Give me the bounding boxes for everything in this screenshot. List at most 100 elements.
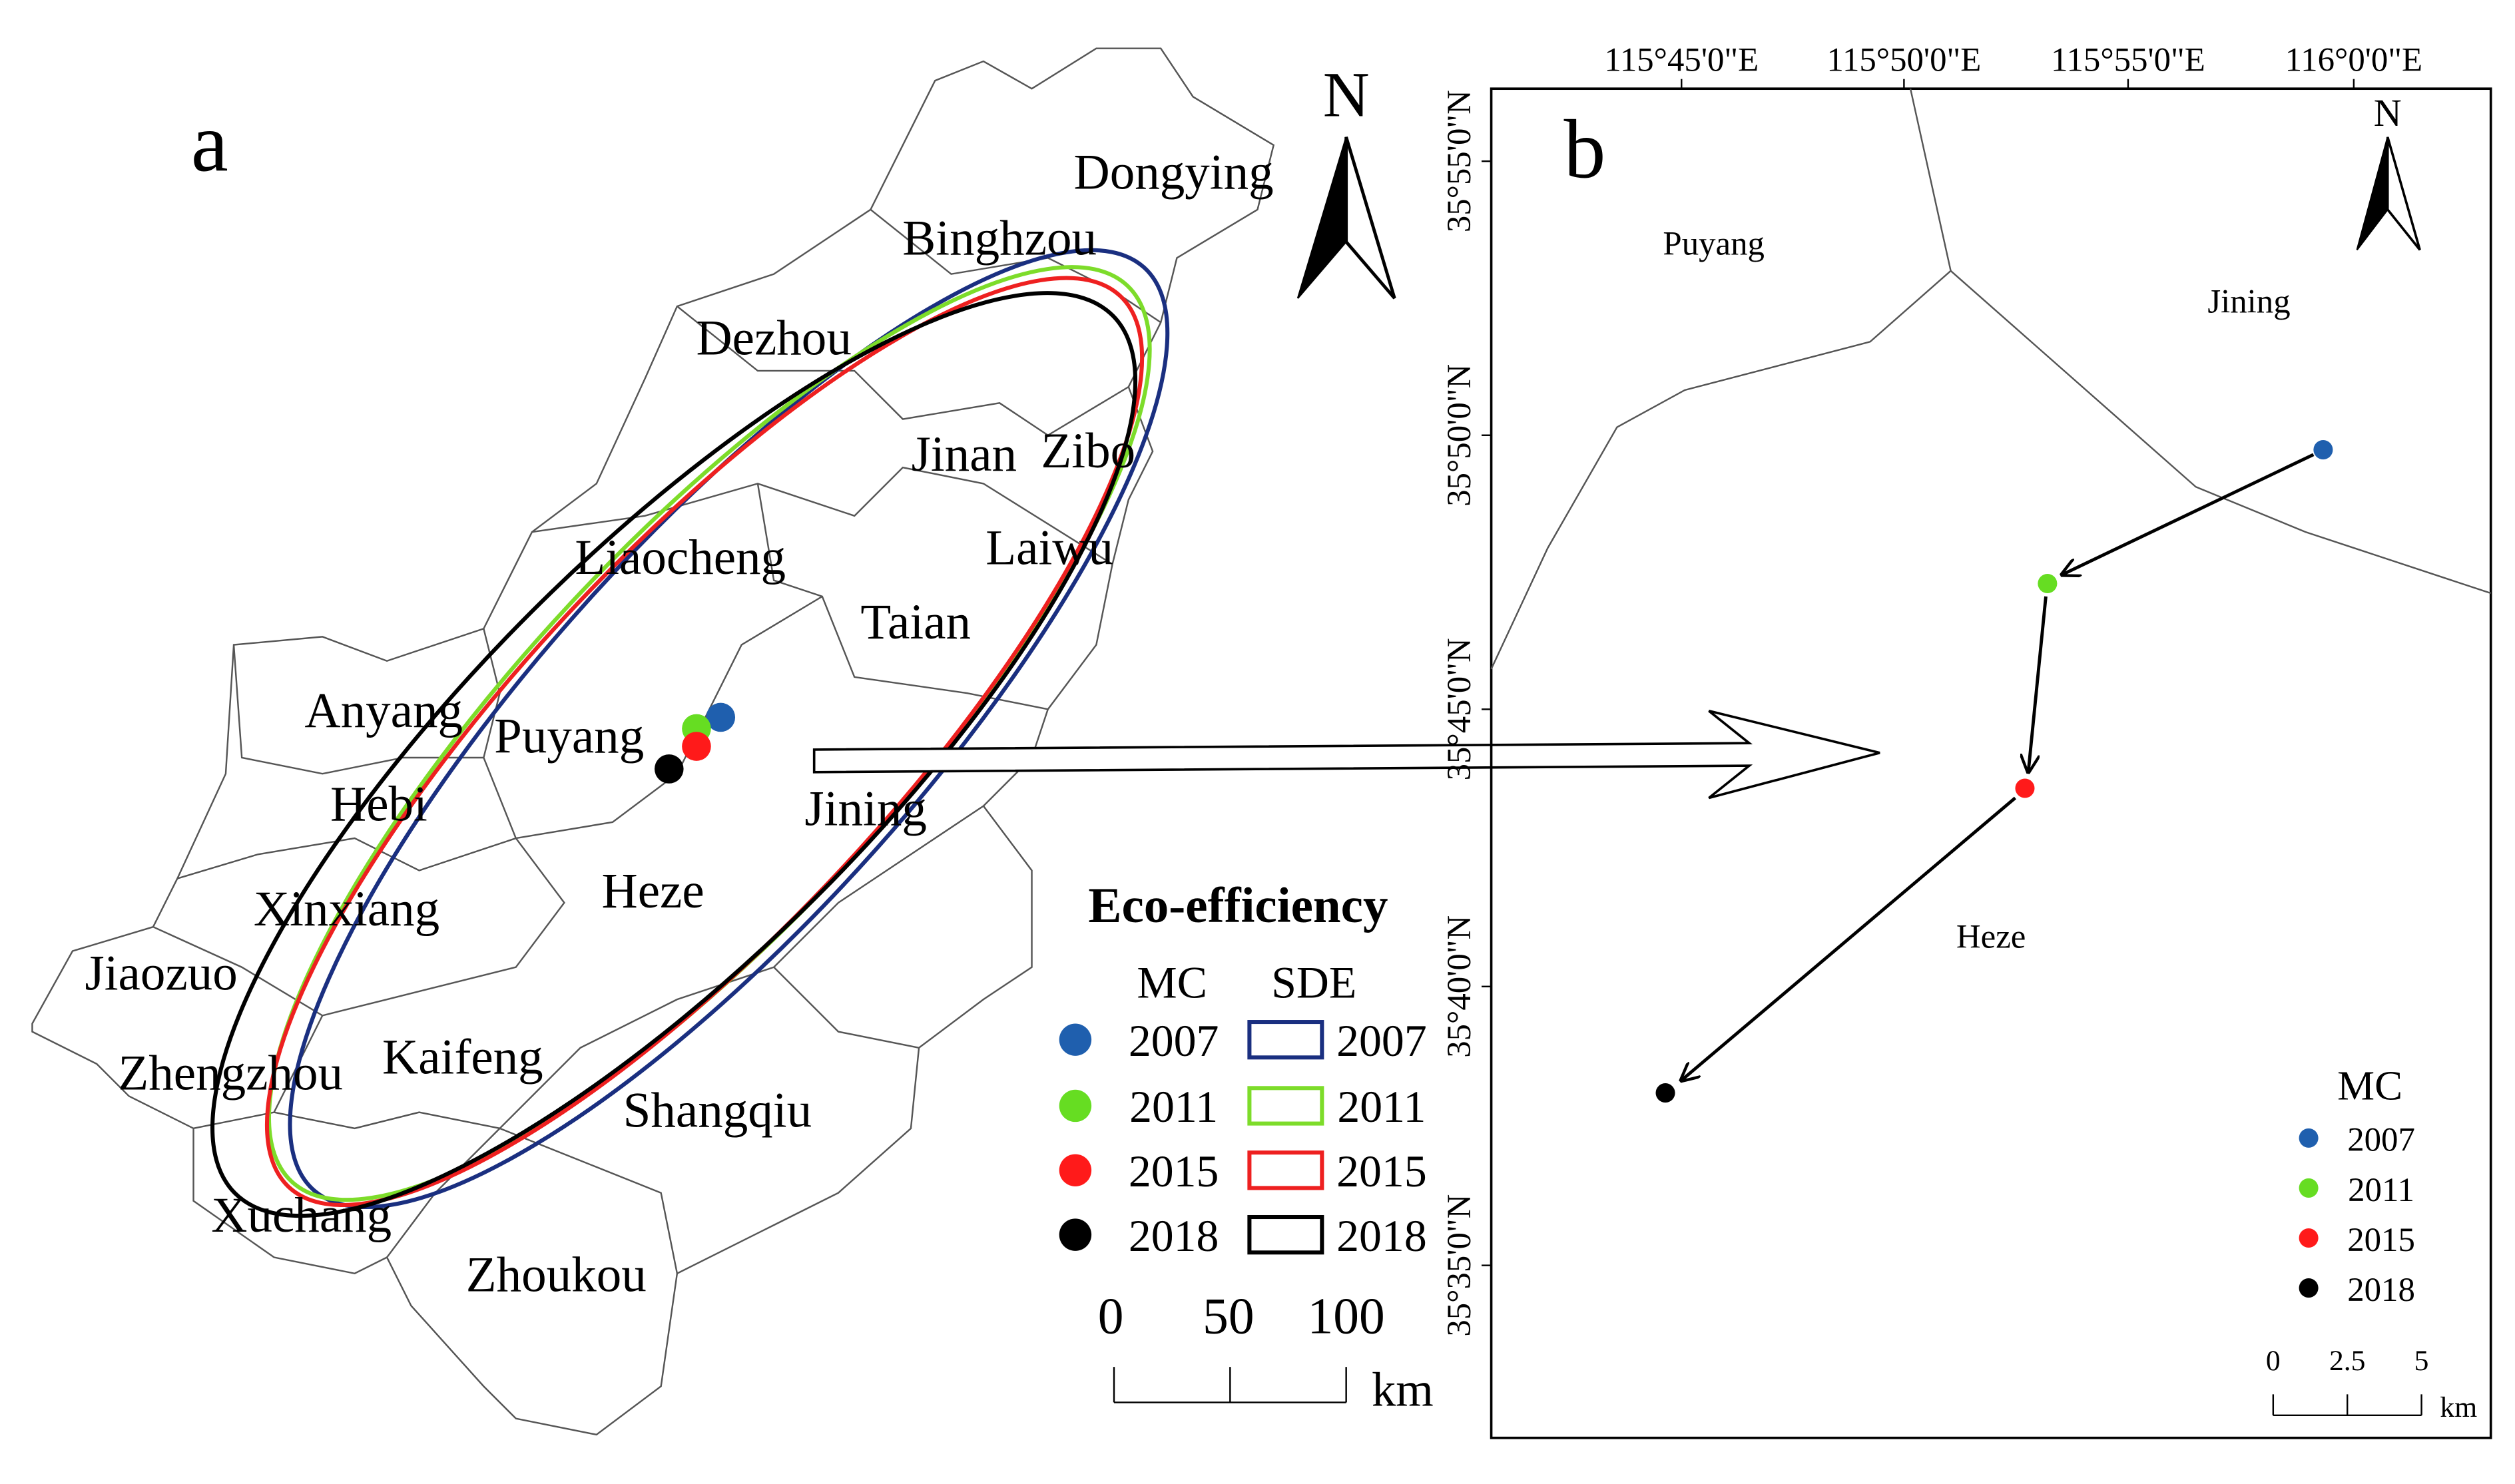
legend-label: 2015 xyxy=(1336,1146,1427,1196)
sde-2018 xyxy=(210,291,1138,1218)
y-axis-label: 35°45'0"N xyxy=(1440,638,1478,780)
region-label: Puyang xyxy=(1663,225,1764,262)
sde-2007 xyxy=(288,248,1170,1210)
scale-unit: km xyxy=(1372,1362,1434,1416)
north-arrow xyxy=(2386,136,2421,251)
north-label: N xyxy=(1323,59,1370,130)
mc-2007 xyxy=(2313,440,2333,460)
sde-ellipses xyxy=(210,248,1170,1218)
city-label: Zhengzhou xyxy=(118,1046,343,1101)
x-axis-label: 115°55'0"E xyxy=(2051,41,2205,79)
city-label: Taian xyxy=(860,595,971,650)
y-axis-label: 35°40'0"N xyxy=(1440,915,1478,1058)
legend: 2007 2011 2015 2018 xyxy=(2299,1121,2415,1308)
map-frame xyxy=(1490,87,2492,1439)
north-arrow xyxy=(2356,136,2388,251)
y-axis-label: 35°50'0"N xyxy=(1440,364,1478,507)
legend-title: Eco-efficiency xyxy=(1088,878,1388,933)
north-arrow xyxy=(1296,136,1347,299)
city-boundaries xyxy=(152,208,1161,1274)
legend-title: MC xyxy=(2337,1062,2402,1109)
north-label: N xyxy=(2374,91,2402,134)
scale-label: 0 xyxy=(1098,1287,1124,1344)
scale-unit: km xyxy=(2440,1391,2477,1423)
city-label: Jining xyxy=(804,782,926,837)
scale-label: 0 xyxy=(2266,1345,2281,1377)
region-label: Jining xyxy=(2207,283,2290,320)
legend-label: 2015 xyxy=(2347,1221,2415,1258)
legend-swatch xyxy=(1247,1020,1324,1060)
legend-header: MC xyxy=(1137,958,1207,1008)
panel-label: b xyxy=(1564,103,1606,196)
zoom-arrow xyxy=(812,710,1880,800)
legend-label: 2018 xyxy=(1336,1211,1427,1261)
legend-label: 2015 xyxy=(1129,1146,1219,1196)
city-label: Jinan xyxy=(912,427,1017,482)
legend-label: 2018 xyxy=(1129,1211,1219,1261)
mc-2011 xyxy=(2038,573,2058,594)
scale-bar: 0 50 100 xyxy=(1098,1287,1385,1344)
city-label: Zibo xyxy=(1041,423,1135,479)
legend-swatch xyxy=(1247,1214,1324,1255)
city-label: Anyang xyxy=(304,683,463,738)
movement-arrow xyxy=(1680,796,2017,1082)
panel-label: a xyxy=(191,97,228,190)
movement-arrow xyxy=(2028,596,2048,774)
panel-b: b N 115°45'0"E 115°50'0"E 115°55'0"E 116°0'… xyxy=(1440,41,2492,1439)
city-label: Heze xyxy=(602,864,704,919)
legend-dot xyxy=(1059,1089,1092,1122)
legend-label: 2011 xyxy=(2348,1171,2414,1208)
y-axis-label: 35°35'0"N xyxy=(1440,1194,1478,1337)
legend-label: 2007 xyxy=(1336,1016,1427,1066)
city-label: Hebi xyxy=(330,776,427,832)
city-label: Liaocheng xyxy=(575,530,786,585)
mc-2015 xyxy=(682,732,711,761)
legend-label: 2011 xyxy=(1337,1082,1426,1132)
mc-2018 xyxy=(654,754,684,784)
mc-2007 xyxy=(706,702,736,732)
legend-label: 2007 xyxy=(1129,1016,1219,1066)
city-label: Dongying xyxy=(1074,144,1274,200)
legend-dot xyxy=(1059,1218,1092,1251)
city-label: Binghzou xyxy=(902,211,1097,266)
legend-dot xyxy=(2299,1228,2319,1248)
city-labels: Dongying Binghzou Dezhou Jinan Zibo Liaocheng… xyxy=(85,144,1273,1302)
legend-label: 2011 xyxy=(1129,1082,1218,1132)
boundary xyxy=(1490,88,1952,670)
legend-swatch xyxy=(1247,1086,1324,1126)
mc-2018 xyxy=(1655,1083,1675,1103)
city-label: Kaifeng xyxy=(382,1030,543,1085)
legend-dot xyxy=(1059,1154,1092,1187)
scale-label: 5 xyxy=(2414,1345,2429,1377)
legend: 2007 2007 2011 2011 2015 2015 2018 2018 xyxy=(1059,1016,1427,1261)
region-label: Heze xyxy=(1956,918,2026,955)
legend-label: 2018 xyxy=(2347,1271,2415,1308)
legend-dot xyxy=(2299,1128,2319,1148)
movement-arrow xyxy=(2060,453,2315,576)
city-label: Jiaozuo xyxy=(85,946,237,1001)
scale-label: 50 xyxy=(1203,1287,1254,1344)
city-label: Zhoukou xyxy=(466,1247,647,1302)
x-axis-label: 116°0'0"E xyxy=(2285,41,2422,79)
legend-dot xyxy=(2299,1278,2319,1298)
legend-label: 2007 xyxy=(2347,1121,2415,1158)
legend-header: SDE xyxy=(1271,958,1356,1008)
city-label: Shangqiu xyxy=(623,1083,812,1138)
scale-label: 2.5 xyxy=(2329,1345,2365,1377)
x-axis-label: 115°50'0"E xyxy=(1826,41,1981,79)
legend-dot xyxy=(1059,1023,1092,1056)
scale-label: 100 xyxy=(1308,1287,1385,1344)
mc-2015 xyxy=(2015,778,2035,798)
legend-dot xyxy=(2299,1178,2319,1198)
north-arrow xyxy=(1344,136,1396,300)
city-label: Laiwu xyxy=(985,520,1113,575)
y-axis-label: 35°55'0"N xyxy=(1440,90,1478,232)
city-label: Puyang xyxy=(494,709,644,764)
city-label: Xuchang xyxy=(211,1188,392,1243)
axis-labels: 115°45'0"E 115°50'0"E 115°55'0"E 116°0'0"E 3… xyxy=(1440,41,2422,1337)
city-label: Dezhou xyxy=(696,311,851,366)
boundary xyxy=(1950,270,2492,595)
panel-a: a N Dongying Binghzou Dezhou Jinan Zibo Liaoc… xyxy=(31,47,1434,1436)
